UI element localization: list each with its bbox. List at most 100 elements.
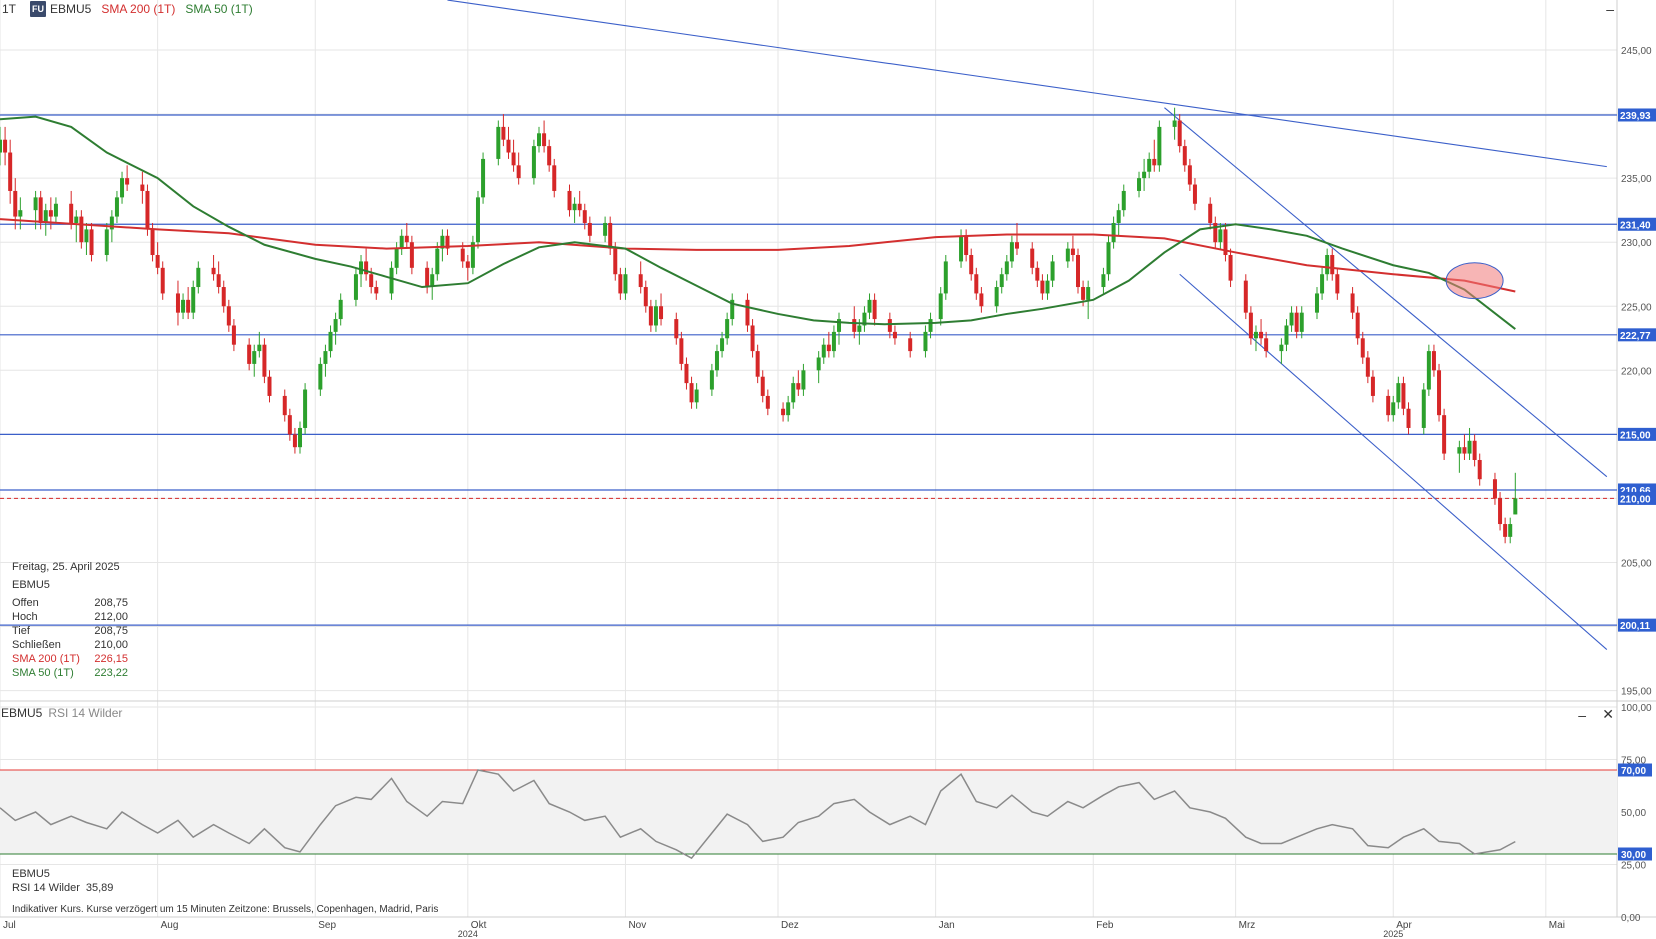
rsi-y-tick-label: 0,00 bbox=[1621, 913, 1641, 924]
candle-body bbox=[1391, 402, 1396, 416]
candle-body bbox=[353, 274, 358, 300]
level-label-text: 210,66 bbox=[1620, 486, 1651, 497]
candle-body bbox=[364, 261, 369, 275]
candle-body bbox=[857, 325, 862, 332]
candle-body bbox=[470, 242, 475, 268]
candle-body bbox=[552, 165, 557, 191]
sma50-line bbox=[0, 115, 1516, 330]
candle-body bbox=[1406, 408, 1411, 428]
candle-body bbox=[872, 299, 877, 320]
sma200-legend[interactable]: SMA 200 (1T) bbox=[101, 2, 176, 16]
candle-body bbox=[48, 210, 53, 217]
y-tick-label: 195,00 bbox=[1621, 687, 1652, 698]
candle-body bbox=[1264, 338, 1269, 352]
info-row-low: Tief 208,75 bbox=[12, 625, 128, 637]
candle-body bbox=[608, 222, 613, 249]
candle-body bbox=[374, 287, 379, 294]
x-tick-label: Apr bbox=[1396, 920, 1412, 931]
level-label-box bbox=[1618, 217, 1656, 231]
candle-body bbox=[226, 306, 231, 326]
rsi-info-row: RSI 14 Wilder 35,89 bbox=[12, 882, 114, 894]
symbol-label[interactable]: EBMU5 bbox=[50, 2, 92, 16]
candle-body bbox=[1223, 229, 1228, 256]
candle-body bbox=[181, 299, 186, 313]
minimize-icon[interactable]: – bbox=[1578, 707, 1586, 723]
candle-body bbox=[959, 235, 964, 262]
level-label-text: 231,40 bbox=[1620, 220, 1651, 231]
candle-body bbox=[1462, 447, 1467, 454]
candle-body bbox=[425, 267, 430, 288]
candle-body bbox=[160, 267, 165, 294]
candle-body bbox=[587, 222, 592, 236]
candle-body bbox=[1335, 274, 1340, 294]
candle-body bbox=[404, 235, 409, 243]
candle-body bbox=[1253, 331, 1258, 339]
candle-body bbox=[994, 287, 999, 307]
info-row-high: Hoch 212,00 bbox=[12, 611, 128, 623]
candle-body bbox=[1386, 395, 1391, 416]
candle-body bbox=[18, 210, 23, 217]
info-row-sma50: SMA 50 (1T) 223,22 bbox=[12, 667, 128, 679]
rsi-info-symbol: EBMU5 bbox=[12, 868, 50, 880]
futures-badge: FU bbox=[30, 1, 47, 17]
candle-body bbox=[1121, 190, 1126, 211]
sma50-legend[interactable]: SMA 50 (1T) bbox=[185, 2, 253, 16]
candle-body bbox=[465, 261, 470, 268]
candle-body bbox=[1314, 293, 1319, 313]
candle-body bbox=[862, 312, 867, 326]
level-label-text: 222,77 bbox=[1620, 331, 1651, 342]
timeframe-selector[interactable]: 1T bbox=[2, 2, 17, 16]
x-tick-label: Sep bbox=[318, 920, 336, 931]
candle-body bbox=[837, 319, 842, 332]
candle-body bbox=[1248, 312, 1253, 339]
x-tick-label: Jan bbox=[939, 920, 955, 931]
candle-body bbox=[460, 248, 465, 262]
candle-body bbox=[1426, 351, 1431, 390]
candle-body bbox=[1503, 524, 1508, 537]
close-icon[interactable]: ✕ bbox=[1602, 706, 1614, 722]
candle-body bbox=[1355, 312, 1360, 339]
candle-body bbox=[475, 197, 480, 243]
candle-body bbox=[1065, 248, 1070, 262]
candle-body bbox=[1437, 370, 1442, 416]
candle-body bbox=[928, 319, 933, 332]
rsi-y-tick-label: 100,00 bbox=[1621, 703, 1652, 714]
rsi-y-tick-label: 50,00 bbox=[1621, 808, 1646, 819]
rsi-band bbox=[0, 770, 1617, 854]
candle-body bbox=[84, 229, 89, 243]
candle-body bbox=[964, 235, 969, 256]
x-tick-label: Mrz bbox=[1239, 920, 1256, 931]
candle-body bbox=[1370, 376, 1375, 396]
candle-body bbox=[1157, 126, 1162, 166]
candle-body bbox=[791, 383, 796, 403]
candle-body bbox=[211, 267, 216, 275]
candle-body bbox=[537, 133, 541, 147]
candle-body bbox=[1208, 203, 1213, 223]
candle-body bbox=[338, 299, 343, 320]
candle-body bbox=[3, 139, 8, 153]
candle-body bbox=[1009, 242, 1014, 262]
candle-body bbox=[801, 370, 806, 390]
candle-body bbox=[689, 383, 694, 403]
candle-body bbox=[572, 203, 577, 211]
candle-body bbox=[516, 165, 521, 179]
candle-body bbox=[140, 184, 145, 191]
candle-body bbox=[1259, 331, 1264, 339]
candle-body bbox=[943, 261, 948, 294]
trend-line bbox=[1164, 107, 1608, 478]
candle-body bbox=[760, 376, 765, 396]
candle-body bbox=[623, 274, 628, 294]
candle-body bbox=[745, 299, 750, 326]
candle-body bbox=[816, 357, 821, 371]
candle-body bbox=[1081, 287, 1086, 300]
minimize-icon[interactable]: – bbox=[1606, 1, 1614, 17]
trend-line bbox=[447, 0, 1607, 168]
candle-body bbox=[1111, 222, 1116, 243]
candle-body bbox=[643, 287, 648, 307]
candle-body bbox=[653, 306, 658, 326]
candle-body bbox=[501, 126, 506, 140]
rsi-indicator-name[interactable]: RSI 14 Wilder bbox=[48, 706, 123, 720]
candle-body bbox=[714, 351, 719, 371]
candle-body bbox=[155, 255, 160, 268]
